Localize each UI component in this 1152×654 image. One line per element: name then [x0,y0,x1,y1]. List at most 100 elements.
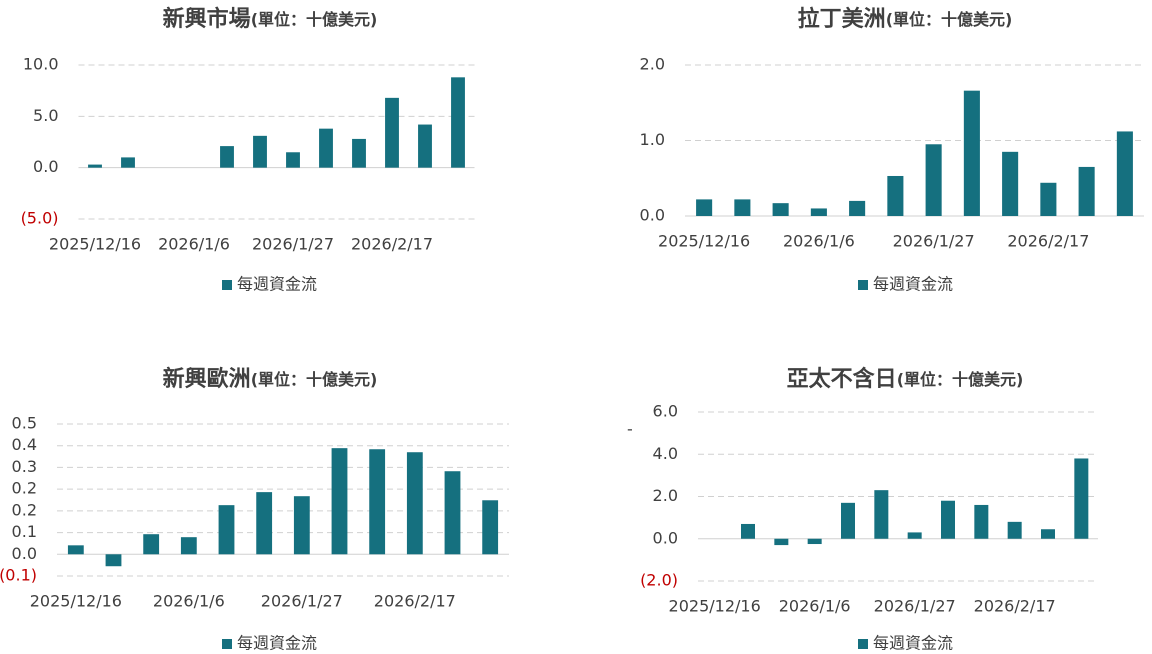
bar [810,208,827,216]
title-main: 新興歐洲 [163,366,251,392]
title-unit: (單位：十億美元) [897,370,1024,389]
bar [1074,458,1089,539]
bar [925,144,942,216]
chart-title: 新興歐洲(單位：十億美元) [163,366,378,392]
bar [369,449,386,555]
chart: 新興歐洲(單位：十億美元) (0.1) 0.0 0.1 0.2 0.2 0.3 0.4 0.5 2… [0,366,509,653]
y-tick-label: 1.0 [640,130,665,149]
bar [451,77,465,168]
y-tick-label: 4.0 [653,444,678,463]
y-tick-label: 0.3 [12,457,37,476]
y-tick-label: (2.0) [640,571,678,590]
x-tick-label: 2026/1/27 [252,235,334,254]
title-main: 新興市場 [163,6,251,32]
bar [1041,529,1055,539]
y-tick-label: 0.5 [12,414,37,433]
chart-title: 拉丁美洲(單位：十億美元) [798,6,1013,32]
bar [907,532,922,539]
x-tick-label: 2026/1/27 [874,597,956,616]
x-tick-label: 2026/2/17 [1007,232,1089,251]
y-tick-label: 5.0 [33,106,58,125]
chart: 亞太不含日(單位：十億美元) - (2.0) 0.0 2.0 4.0 6.0 2025/12/… [627,366,1098,653]
bar [406,452,423,555]
x-tick-label: 2026/1/27 [893,232,975,251]
bar [352,138,366,168]
y-tick-label: 0.4 [12,435,37,454]
y-tick-label: 0.0 [12,544,37,563]
bar [418,124,432,168]
x-tick-label: 2026/1/6 [779,597,851,616]
bar [1116,131,1133,216]
bar [1078,166,1095,216]
x-tick-label: 2026/1/6 [153,592,225,611]
x-tick-label: 2026/2/17 [374,592,456,611]
x-tick-label: 2025/12/16 [30,592,122,611]
bar [88,164,102,168]
y-tick-label: 0.0 [33,157,58,176]
y-tick-label: 0.2 [12,479,37,498]
x-tick-label: 2026/1/27 [261,592,343,611]
bar [772,203,789,216]
chart: 拉丁美洲(單位：十億美元) 0.0 1.0 2.0 2025/12/16 2026/1/6… [640,6,1144,294]
y-tick-label: 0.2 [12,500,37,519]
legend-label: 每週資金流 [237,275,317,294]
x-tick-label: 2026/2/17 [351,235,433,254]
bar [121,157,135,168]
legend-swatch [858,639,868,649]
bar [482,500,499,555]
chart: 新興市場(單位：十億美元) (5.0) 0.0 5.0 10.0 2025/12/16 20… [21,6,475,294]
y-tick-label: 0.0 [640,206,665,225]
x-tick-label: 2025/12/16 [49,235,141,254]
bar [807,538,822,545]
bar [941,500,955,539]
title-main: 拉丁美洲 [798,6,886,32]
title-unit: (單位：十億美元) [251,10,378,29]
bar [874,490,889,539]
bar [734,199,751,216]
bar [105,554,122,567]
x-tick-label: 2026/2/17 [974,597,1056,616]
bar [1002,151,1019,216]
bar [1040,182,1057,216]
title-main: 亞太不含日 [787,366,897,392]
x-tick-label: 2026/1/6 [783,232,855,251]
chart-title: 亞太不含日(單位：十億美元) [787,366,1024,392]
bar [143,534,160,555]
bar [218,505,235,555]
y-tick-label: (0.1) [0,566,37,585]
bar [220,146,234,168]
bar [841,502,855,539]
chart-title: 新興市場(單位：十億美元) [163,6,378,32]
bar [974,504,989,539]
x-tick-label: 2025/12/16 [669,597,761,616]
bar [696,199,713,216]
bar [741,523,755,539]
bar [849,200,866,216]
bar [286,152,300,168]
bar [385,97,399,168]
x-tick-label: 2026/1/6 [158,235,230,254]
y-tick-label: 10.0 [23,55,59,74]
legend-label: 每週資金流 [237,634,317,653]
legend-label: 每週資金流 [873,634,953,653]
bar [293,496,310,555]
y-tick-label: 2.0 [640,55,665,74]
y-tick-label: 6.0 [653,402,678,421]
legend-label: 每週資金流 [873,275,953,294]
y-tick-label: (5.0) [21,209,59,228]
y-tick-label: 2.0 [653,486,678,505]
y-tick-label: 0.1 [12,522,37,541]
x-tick-label: 2025/12/16 [658,232,750,251]
bar [253,135,267,168]
bar [887,175,904,216]
annotation: - [627,420,633,439]
bar [331,448,348,555]
bar [444,471,461,555]
bar [319,128,333,168]
legend-swatch [858,280,868,290]
legend-swatch [222,280,232,290]
bar [774,538,789,546]
legend-swatch [222,639,232,649]
y-tick-label: 0.0 [653,528,678,547]
